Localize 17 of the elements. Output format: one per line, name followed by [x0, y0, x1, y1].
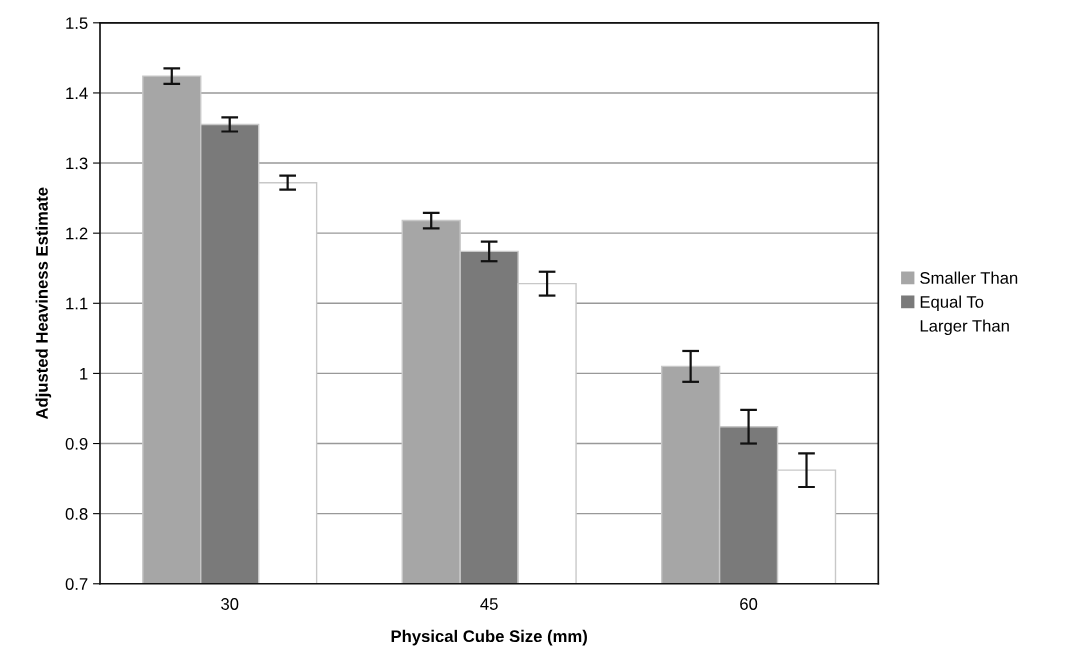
x-tick-label: 60: [740, 598, 758, 610]
y-tick-label: 1.2: [66, 227, 88, 240]
legend-label: Smaller Than: [920, 271, 1018, 284]
y-tick-label: 0.8: [65, 508, 88, 520]
y-axis-title: Adjusted Heaviness Estimate: [35, 187, 52, 420]
x-tick-label: 45: [480, 598, 498, 610]
y-tick-label: 1.3: [66, 157, 88, 170]
y-tick-label: 1.1: [66, 297, 88, 310]
y-tick-label: 0.9: [65, 437, 88, 450]
y-tick-label: 1.4: [66, 87, 88, 99]
text: Larger Than: [920, 319, 1009, 336]
y-tick-label: 0.7: [65, 578, 88, 590]
x-axis-title: Physical Cube Size (mm): [391, 629, 587, 646]
y-tick-label: 1: [80, 367, 88, 380]
y-tick-label: 1.5: [66, 17, 88, 30]
x-tick-label: 30: [221, 598, 239, 610]
legend-label: Equal To: [920, 295, 984, 312]
